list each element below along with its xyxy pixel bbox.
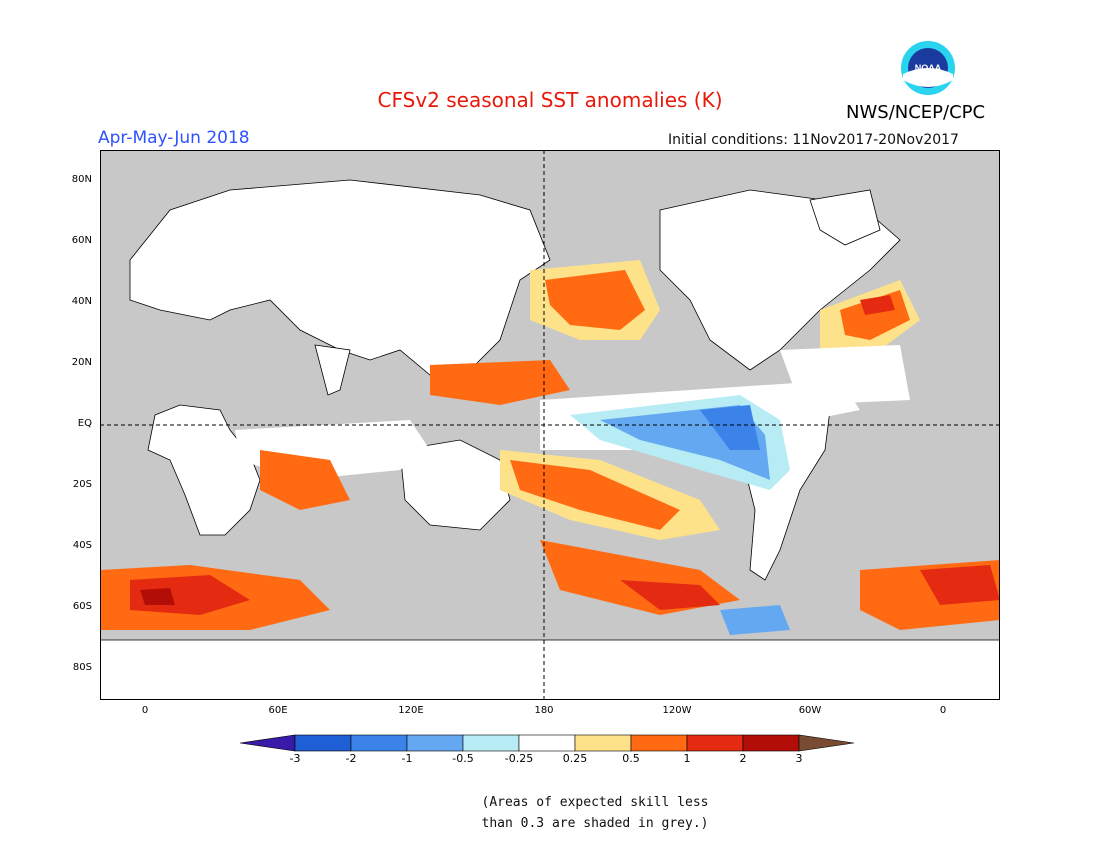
colorbar-tick-label: -0.5	[452, 752, 474, 765]
lat-label: 80N	[71, 174, 92, 185]
colorbar-segment	[574, 734, 632, 752]
lat-label: 80S	[72, 662, 92, 673]
colorbar-tick-label: -0.25	[504, 752, 534, 765]
southern-ocean-hot-spot	[140, 588, 175, 605]
lat-label: 60N	[71, 235, 92, 246]
colorbar-segment	[686, 734, 744, 752]
lon-label: 60W	[798, 705, 822, 716]
colorbar-segment	[406, 734, 464, 752]
colorbar-max-arrow	[798, 734, 855, 752]
skill-note-line1: (Areas of expected skill less	[481, 795, 709, 810]
lon-label: 60E	[268, 705, 288, 716]
colorbar-tick-label: -1	[401, 752, 413, 765]
north-pacific-warm-core	[545, 270, 645, 330]
logo-text: NOAA	[915, 63, 942, 73]
lon-label: 0	[939, 705, 947, 716]
colorbar-segment	[518, 734, 576, 752]
map-title: CFSv2 seasonal SST anomalies (K)	[377, 88, 723, 112]
pacific-cool-strong	[700, 405, 760, 450]
colorbar-tick-label: -3	[289, 752, 301, 765]
australia-landmass	[399, 439, 511, 531]
noaa-logo-icon: NOAA	[901, 41, 955, 95]
colorbar-tick-label: 3	[795, 752, 803, 765]
lat-label: 20S	[72, 479, 92, 490]
skill-note: (Areas of expected skill less than 0.3 a…	[465, 792, 725, 834]
south-pacific-warm-core	[510, 460, 680, 530]
north-atlantic-tropical-neutral	[780, 345, 910, 405]
colorbar-tick-label: 2	[739, 752, 747, 765]
south-indian-warm	[260, 450, 350, 510]
lat-label: 60S	[72, 601, 92, 612]
antarctica-landmass	[100, 639, 1000, 700]
agency-label: NWS/NCEP/CPC	[846, 102, 986, 123]
lat-label: 20N	[71, 357, 92, 368]
lon-label: 120E	[398, 705, 424, 716]
lon-label: 120W	[662, 705, 692, 716]
southern-ocean-warm-east-core	[920, 565, 1000, 605]
lon-label: 180	[534, 705, 554, 716]
season-label: Apr-May-Jun 2018	[98, 128, 250, 148]
colorbar-tick-label: -2	[345, 752, 357, 765]
colorbar-segment	[294, 734, 352, 752]
colorbar-tick-label: 0.5	[622, 752, 640, 765]
colorbar	[240, 734, 855, 752]
colorbar-segment	[742, 734, 800, 752]
colorbar-segment	[350, 734, 408, 752]
greenland-landmass	[809, 189, 881, 246]
continents	[100, 179, 1000, 700]
northwest-pacific-warm	[430, 360, 570, 405]
initial-conditions-label: Initial conditions: 11Nov2017-20Nov2017	[668, 132, 959, 148]
lon-label: 0	[141, 705, 149, 716]
colorbar-min-arrow	[240, 734, 296, 752]
colorbar-tick-label: 0.25	[562, 752, 588, 765]
colorbar-segment	[462, 734, 520, 752]
anomaly-patches	[100, 260, 1000, 635]
india-landmass	[314, 344, 351, 396]
north-atlantic-hot-spot	[860, 295, 895, 315]
south-pacific-strong-warm	[620, 580, 720, 610]
lat-label: EQ	[77, 418, 92, 429]
lat-label: 40S	[72, 540, 92, 551]
lat-label: 40N	[71, 296, 92, 307]
colorbar-segment	[630, 734, 688, 752]
sst-anomaly-map	[100, 150, 1000, 700]
skill-note-line2: than 0.3 are shaded in grey.)	[481, 816, 709, 831]
antarctic-cool-patch	[720, 605, 790, 635]
africa-landmass	[147, 404, 261, 536]
colorbar-tick-label: 1	[683, 752, 691, 765]
